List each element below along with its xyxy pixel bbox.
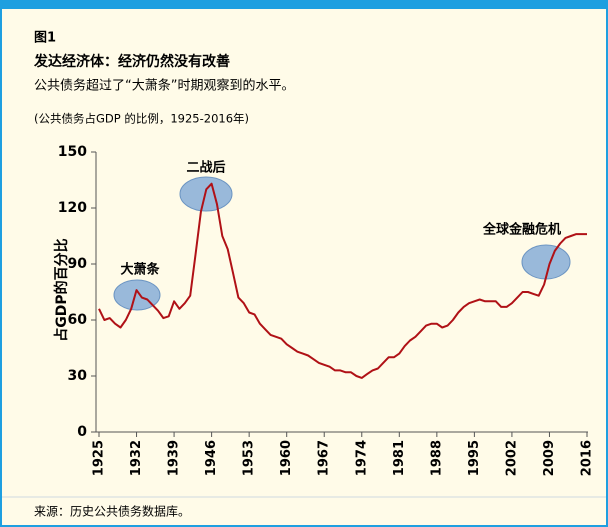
x-tick-label: 1939 [167, 440, 182, 476]
x-tick-label: 1967 [317, 440, 332, 476]
source: 来源：历史公共债务数据库。 [34, 504, 190, 519]
annotation: 大萧条 [120, 262, 160, 278]
y-tick-label: 60 [68, 312, 88, 328]
figure-label: 图1 [34, 31, 56, 46]
x-tick-label: 1981 [392, 440, 407, 476]
annotation: 全球金融危机 [482, 222, 561, 238]
annotation: 二战后 [186, 160, 225, 176]
x-tick-label: 1925 [92, 440, 107, 476]
highlight [113, 279, 161, 311]
x-tick-label: 1946 [204, 440, 219, 476]
x-tick-label: 1995 [467, 440, 482, 476]
y-tick-label: 90 [68, 256, 88, 272]
x-tick-label: 1932 [129, 440, 144, 476]
x-tick-label: 1974 [354, 440, 369, 476]
chart-subtitle: 公共债务超过了“大萧条”时期观察到的水平。 [34, 78, 294, 94]
x-tick-label: 2002 [504, 440, 519, 476]
y-tick-label: 0 [77, 424, 87, 440]
y-axis-label: 占GDP的百分比 [53, 238, 70, 341]
y-tick-label: 120 [58, 200, 87, 216]
x-tick-label: 2016 [580, 440, 595, 476]
x-tick-label: 2009 [542, 440, 557, 476]
x-tick-label: 1953 [242, 440, 257, 476]
y-tick-label: 150 [58, 144, 87, 160]
chart-title: 发达经济体：经济仍然没有改善 [33, 53, 230, 70]
line-series [98, 182, 587, 379]
x-tick-label: 1960 [279, 440, 294, 476]
y-tick-label: 30 [68, 368, 88, 384]
chart-note: (公共债务占GDP 的比例，1925-2016年) [34, 112, 249, 126]
x-tick-label: 1988 [429, 440, 444, 476]
